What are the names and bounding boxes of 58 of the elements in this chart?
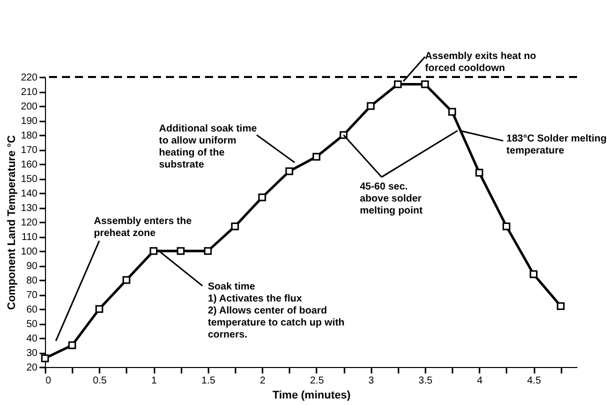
point: [41, 354, 49, 362]
annotation: Soak time 1) Activates the flux 2) Allows center of board temperature to catch up with corners.: [208, 281, 345, 340]
x-tick-label: 3: [368, 376, 374, 386]
x-tick-label: 3.5: [418, 376, 433, 386]
x-tick-label: 1: [151, 376, 158, 386]
point: [231, 222, 239, 230]
point: [421, 80, 429, 88]
y-tick-label: 150: [20, 174, 38, 185]
y-axis-title: Component Land Temperature °C: [6, 135, 18, 310]
y-tick-label: 180: [20, 130, 38, 142]
y-tick-label: 120: [20, 218, 38, 228]
y-tick-label: 80: [26, 276, 38, 286]
x-tick-label: 2: [260, 376, 266, 386]
point: [95, 305, 104, 313]
point: [285, 167, 294, 176]
annotation: Additional soak time to allow uniform heating of the substrate: [159, 123, 258, 170]
point: [122, 276, 130, 284]
point: [448, 108, 456, 116]
annotation: Assembly enters the preheat zone: [94, 216, 192, 240]
point: [150, 247, 158, 255]
y-tick-label: 50: [26, 319, 38, 330]
y-tick-label: 40: [26, 334, 38, 344]
y-tick-label: 90: [26, 261, 38, 272]
point: [394, 80, 402, 88]
point: [204, 247, 212, 255]
y-tick-label: 30: [26, 348, 38, 359]
y-tick-label: 60: [26, 304, 38, 316]
x-tick-label: 0: [46, 376, 52, 386]
y-tick-label: 100: [20, 246, 38, 258]
x-tick-label: 4: [477, 376, 484, 386]
y-tick-label: 130: [20, 203, 38, 214]
y-tick-label: 140: [20, 188, 38, 200]
annotation: 45-60 sec. above solder melting point: [360, 181, 424, 216]
y-tick-label: 70: [26, 290, 38, 301]
x-tick-label: 2.5: [310, 376, 324, 386]
y-tick-label: 190: [20, 116, 38, 127]
point: [475, 168, 484, 177]
x-tick-label: 0.5: [92, 376, 108, 386]
point: [502, 222, 510, 230]
point: [258, 193, 266, 202]
x-axis-title: Time (minutes): [272, 390, 351, 402]
y-tick-label: 170: [20, 145, 38, 156]
y-tick-label: 160: [20, 160, 38, 170]
y-tick-label: 20: [26, 362, 38, 374]
x-tick-label: 4.5: [527, 376, 542, 386]
y-tick-label: 210: [20, 87, 38, 98]
point: [556, 302, 565, 310]
point: [530, 270, 538, 278]
x-tick-label: 1.5: [201, 376, 216, 386]
annotation: 183°C Solder melting temperature: [506, 134, 607, 157]
point: [366, 102, 375, 110]
point: [68, 341, 76, 350]
point: [176, 247, 185, 255]
y-tick-label: 110: [22, 232, 38, 243]
annotation: Assembly exits heat no forced cooldown: [425, 50, 536, 74]
y-tick-label: 220: [20, 72, 38, 84]
point: [312, 152, 320, 161]
y-tick-label: 200: [20, 102, 38, 112]
